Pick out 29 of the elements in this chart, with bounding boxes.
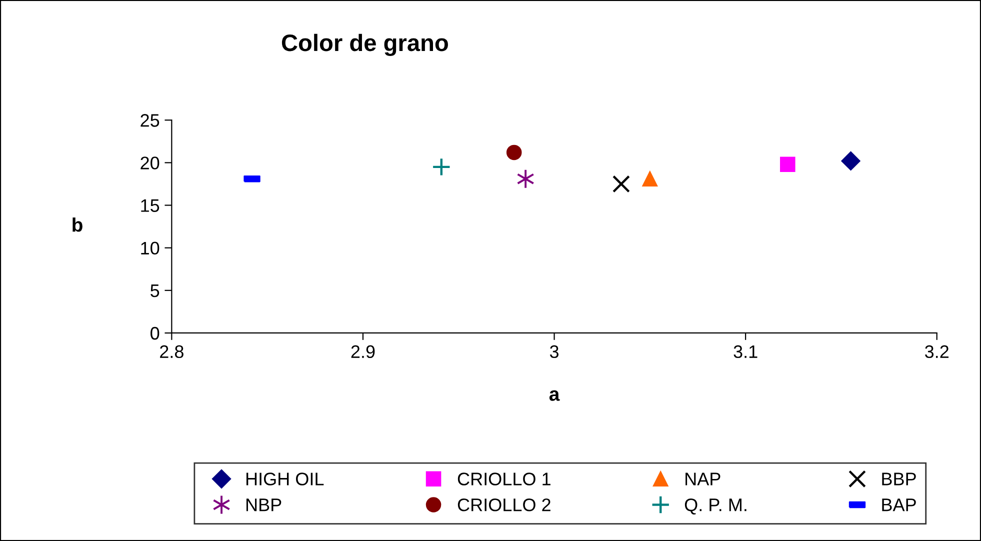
y-tick-label: 0 — [150, 326, 160, 340]
x-axis-title: a — [549, 390, 560, 401]
legend-label: HIGH OIL — [246, 472, 324, 486]
legend-label: NAP — [686, 472, 720, 486]
legend-label: BAP — [882, 498, 916, 512]
y-axis-title: b — [72, 217, 82, 232]
y-tick-label: 15 — [141, 199, 160, 212]
legend-label: BBP — [882, 472, 916, 486]
point — [841, 151, 860, 171]
x-tick-label: 2.8 — [160, 345, 184, 358]
point — [612, 175, 630, 193]
point — [506, 144, 522, 160]
y-tick-label: 25 — [140, 114, 160, 127]
legend-label: NBP — [246, 498, 282, 512]
point — [432, 157, 451, 176]
legend-label: CRIOLLO 2 — [458, 498, 550, 512]
y-tick-label: 10 — [141, 242, 160, 255]
x-tick-label: 3.2 — [924, 345, 948, 358]
point — [780, 156, 796, 172]
x-tick-label: 3.1 — [734, 345, 758, 358]
y-tick-label: 5 — [150, 284, 160, 298]
x-tick-label: 3 — [550, 345, 558, 358]
legend-label: Q. P. M. — [684, 498, 746, 514]
x-tick-label: 2.9 — [351, 345, 375, 358]
point — [516, 168, 534, 189]
chart-title: Color de grano — [282, 34, 448, 56]
point — [642, 171, 658, 186]
legend-label: CRIOLLO 1 — [458, 472, 550, 486]
y-tick-label: 20 — [140, 156, 160, 170]
